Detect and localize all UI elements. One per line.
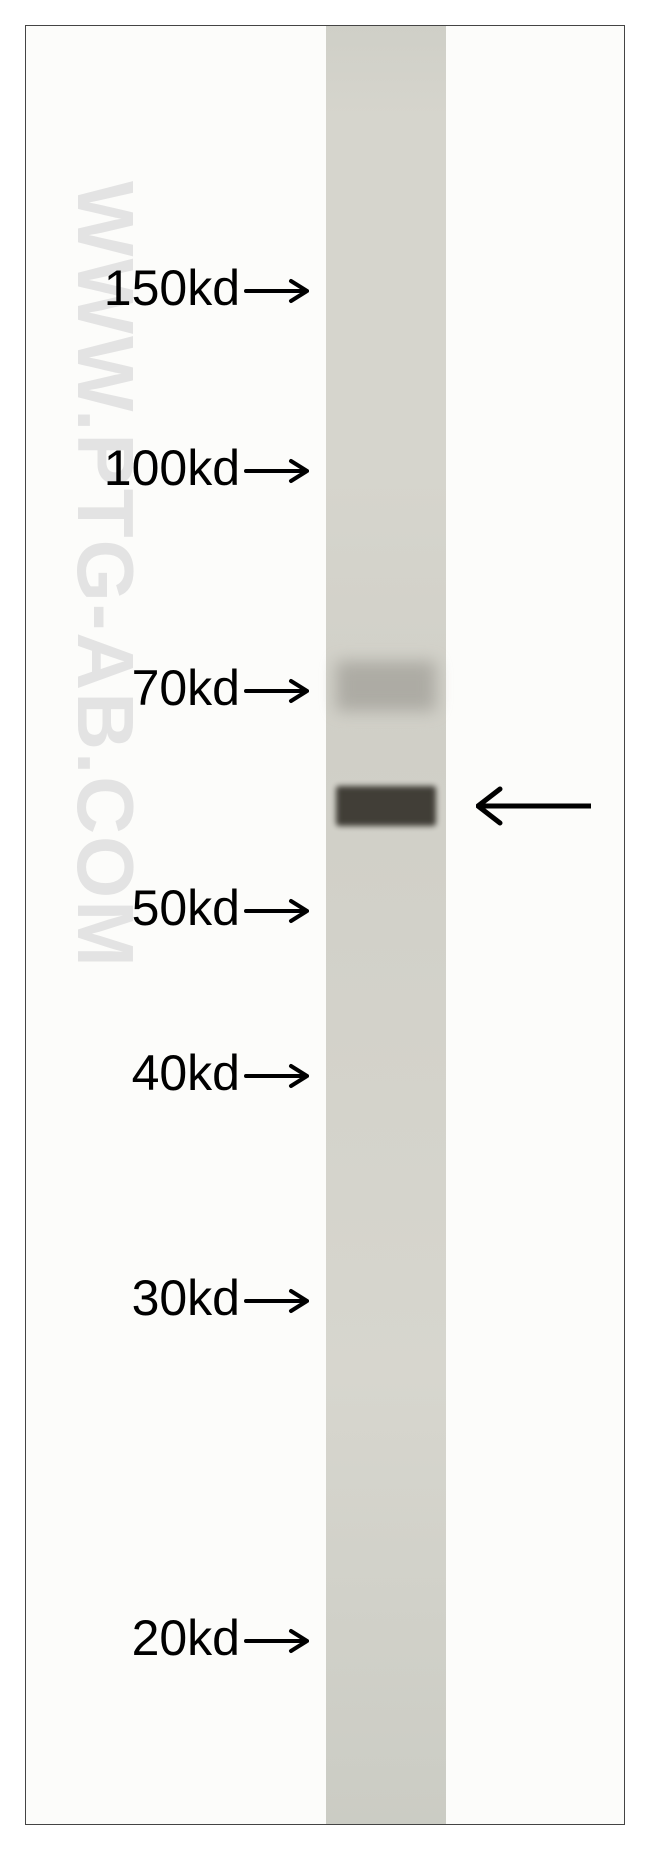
blot-canvas: WWW.PTG-AB.COM 150kd100kd70kd50kd40kd30k… [25, 25, 625, 1825]
mw-marker-label: 20kd [132, 1610, 240, 1666]
mw-marker-label: 70kd [132, 660, 240, 716]
mw-marker-150kd: 150kd [104, 259, 309, 317]
mw-marker-70kd: 70kd [132, 659, 309, 717]
mw-marker-label: 30kd [132, 1270, 240, 1326]
mw-marker-30kd: 30kd [132, 1269, 309, 1327]
blot-lane [326, 26, 446, 1824]
mw-marker-arrow-icon [244, 1623, 309, 1659]
mw-marker-arrow-icon [244, 1058, 309, 1094]
mw-marker-40kd: 40kd [132, 1044, 309, 1102]
mw-marker-50kd: 50kd [132, 879, 309, 937]
blot-band-1 [336, 786, 437, 826]
mw-marker-20kd: 20kd [132, 1609, 309, 1667]
figure-container: WWW.PTG-AB.COM 150kd100kd70kd50kd40kd30k… [0, 0, 650, 1855]
mw-marker-label: 100kd [104, 440, 240, 496]
mw-marker-label: 50kd [132, 880, 240, 936]
mw-marker-label: 150kd [104, 260, 240, 316]
blot-band-0 [336, 661, 437, 711]
mw-marker-arrow-icon [244, 453, 309, 489]
mw-marker-arrow-icon [244, 273, 309, 309]
mw-marker-arrow-icon [244, 673, 309, 709]
mw-marker-100kd: 100kd [104, 439, 309, 497]
mw-marker-label: 40kd [132, 1045, 240, 1101]
mw-marker-arrow-icon [244, 893, 309, 929]
mw-marker-arrow-icon [244, 1283, 309, 1319]
band-indicator-arrow-icon [476, 786, 591, 826]
